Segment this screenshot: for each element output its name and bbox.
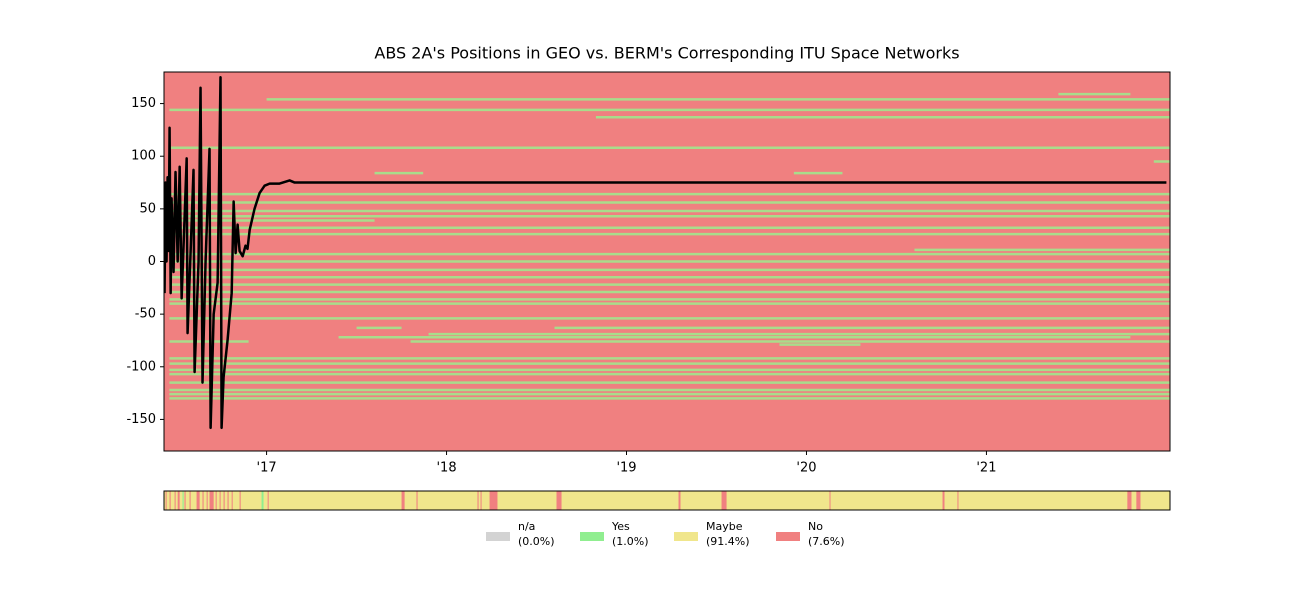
status-segment	[206, 491, 208, 510]
y-tick-label: 100	[131, 149, 156, 164]
status-segment	[489, 491, 498, 510]
status-segment	[556, 491, 562, 510]
legend-label: Maybe	[706, 520, 743, 533]
legend-swatch	[776, 532, 800, 541]
status-segment	[829, 491, 831, 510]
y-tick-label: 50	[139, 201, 156, 216]
status-segment	[416, 491, 418, 510]
status-segment	[189, 491, 191, 510]
status-segment	[174, 491, 176, 510]
status-strip-frame	[163, 490, 1171, 511]
legend-swatch	[580, 532, 604, 541]
legend-share: (91.4%)	[706, 535, 750, 548]
status-segment	[219, 491, 221, 510]
legend-share: (1.0%)	[612, 535, 649, 548]
position-line	[164, 76, 1167, 430]
x-tick-label: '19	[616, 461, 636, 476]
status-strip-base	[164, 491, 1170, 510]
status-segment	[957, 491, 959, 510]
legend-share: (0.0%)	[518, 535, 555, 548]
x-tick-label: '20	[796, 461, 816, 476]
status-segment	[184, 491, 186, 510]
y-tick-label: 150	[131, 96, 156, 111]
status-segment	[165, 491, 167, 510]
legend-swatch	[486, 532, 510, 541]
status-segment	[267, 491, 269, 510]
legend-share: (7.6%)	[808, 535, 845, 548]
status-segment	[721, 491, 727, 510]
status-segment	[1127, 491, 1132, 510]
x-tick-label: '18	[436, 461, 456, 476]
status-segment	[202, 491, 204, 510]
status-segment	[401, 491, 405, 510]
status-segment	[227, 491, 229, 510]
status-segment	[182, 491, 184, 510]
status-segment	[678, 491, 681, 510]
status-segment	[169, 491, 171, 510]
status-segment	[480, 491, 482, 510]
status-segment	[477, 491, 479, 510]
status-segment	[231, 491, 233, 510]
status-segment	[942, 491, 945, 510]
legend-label: No	[808, 520, 823, 533]
legend-swatch	[674, 532, 698, 541]
x-tick-label: '17	[257, 461, 277, 476]
x-tick-label: '21	[976, 461, 996, 476]
status-segment	[1136, 491, 1141, 510]
status-segment	[209, 491, 214, 510]
plot-area	[164, 76, 1170, 430]
status-segment	[223, 491, 225, 510]
status-segment	[177, 491, 180, 510]
y-tick-label: -50	[135, 307, 156, 322]
legend-label: Yes	[611, 520, 630, 533]
y-tick-label: 0	[148, 254, 156, 269]
y-tick-label: -150	[126, 412, 156, 427]
status-segment	[239, 491, 241, 510]
chart-title: ABS 2A's Positions in GEO vs. BERM's Cor…	[374, 44, 959, 63]
legend-label: n/a	[518, 520, 535, 533]
status-segment	[261, 491, 264, 510]
status-segment	[196, 491, 200, 510]
y-tick-label: -100	[126, 359, 156, 374]
status-segment	[215, 491, 217, 510]
